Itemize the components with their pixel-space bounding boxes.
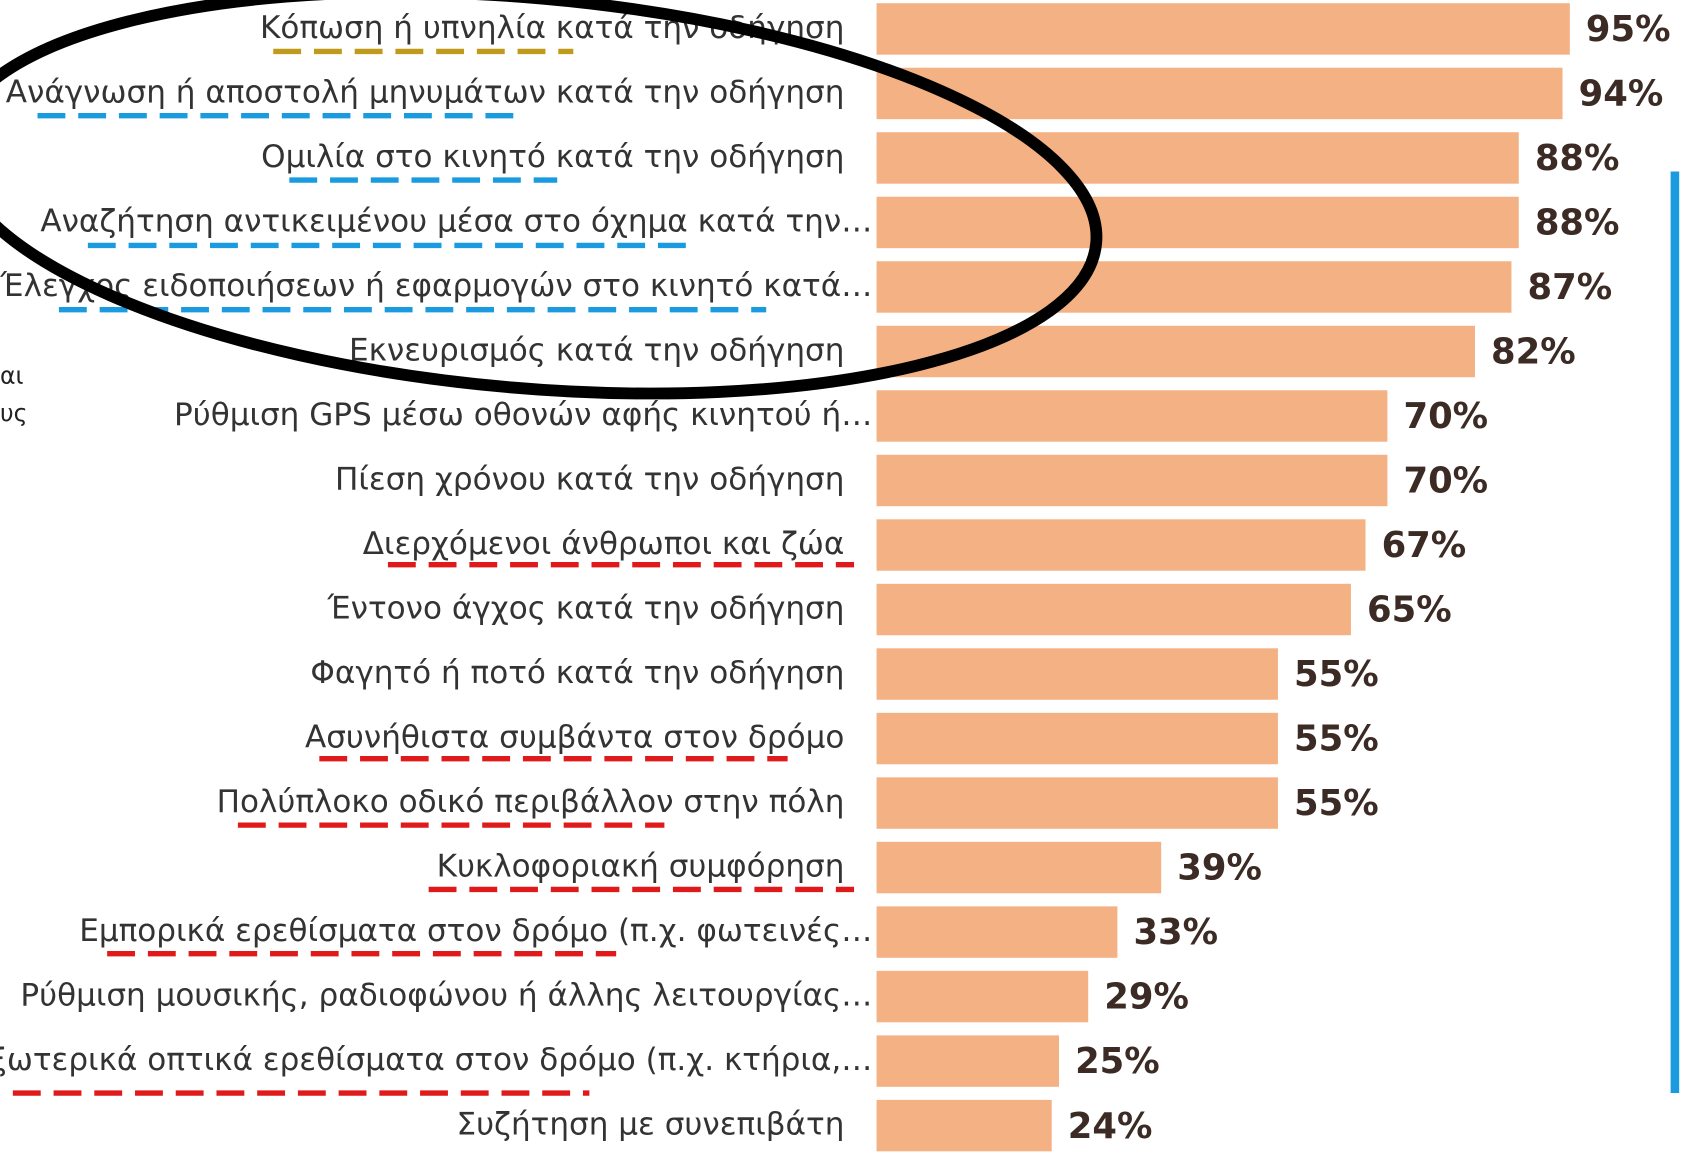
value-label: 39% <box>1177 848 1262 889</box>
category-label: Ανάγνωση ή αποστολή μηνυμάτων κατά την ο… <box>6 74 845 110</box>
value-label: 29% <box>1104 977 1189 1018</box>
category-label: Ρύθμιση GPS μέσω οθονών αφής κινητού ή… <box>174 397 872 433</box>
value-label: 33% <box>1133 912 1218 953</box>
category-label: Κυκλοφοριακή συμφόρηση <box>437 849 845 885</box>
bar <box>876 777 1278 829</box>
category-label: Διερχόμενοι άνθρωποι και ζώα <box>363 526 845 562</box>
value-label: 24% <box>1068 1106 1153 1147</box>
category-label: Συζήτηση με συνεπιβάτη <box>456 1107 844 1143</box>
value-label: 82% <box>1491 332 1576 373</box>
category-label: Έλεγχος ειδοποιήσεων ή εφαρμογών στο κιν… <box>0 268 872 304</box>
bar <box>876 3 1570 55</box>
value-label: 87% <box>1528 267 1613 308</box>
bar <box>876 454 1388 507</box>
value-label: 67% <box>1382 525 1467 566</box>
category-label: Έντονο άγχος κατά την οδήγηση <box>326 591 844 627</box>
bar <box>876 390 1388 442</box>
category-label: Εμπορικά ερεθίσματα στον δρόμο (π.χ. φωτ… <box>79 913 872 949</box>
category-label: Ρύθμιση μουσικής, ραδιοφώνου ή άλλης λει… <box>20 978 872 1014</box>
bar <box>876 519 1366 571</box>
value-label: 88% <box>1535 138 1620 179</box>
bar <box>876 970 1089 1023</box>
bar <box>876 1099 1052 1152</box>
value-label: 94% <box>1579 74 1664 115</box>
value-label: 55% <box>1294 654 1379 695</box>
bar <box>876 841 1162 894</box>
category-label: Φαγητό ή ποτό κατά την οδήγηση <box>310 655 844 691</box>
value-label: 88% <box>1535 203 1620 244</box>
category-label: Ομιλία στο κινητό κατά την οδήγηση <box>261 139 844 175</box>
category-label: Πολύπλοκο οδικό περιβάλλον στην πόλη <box>217 784 845 820</box>
highlight-ellipse <box>0 0 1103 400</box>
value-label: 55% <box>1294 783 1379 824</box>
category-label: Εκνευρισμός κατά την οδήγηση <box>349 332 844 368</box>
category-label: Πίεση χρόνου κατά την οδήγηση <box>335 462 844 498</box>
bar <box>876 1035 1060 1087</box>
bar <box>876 261 1512 313</box>
value-label: 25% <box>1075 1041 1160 1082</box>
category-label: Εξωτερικά οπτικά ερεθίσματα στον δρόμο (… <box>0 1042 872 1078</box>
value-label: 70% <box>1403 396 1488 437</box>
bar <box>876 712 1278 765</box>
cropped-text: αι <box>0 362 24 390</box>
cropped-text: υς <box>0 399 27 427</box>
value-label: 70% <box>1403 461 1488 502</box>
category-label: Ασυνήθιστα συμβάντα στον δρόμο <box>305 720 844 756</box>
bar <box>876 196 1519 249</box>
value-label: 65% <box>1367 590 1452 631</box>
bar <box>876 132 1519 184</box>
value-label: 55% <box>1294 719 1379 760</box>
category-label: Αναζήτηση αντικειμένου μέσα στο όχημα κα… <box>40 203 872 239</box>
bar <box>876 583 1351 636</box>
bar <box>876 648 1278 700</box>
value-label: 95% <box>1586 9 1671 50</box>
bar <box>876 906 1118 958</box>
